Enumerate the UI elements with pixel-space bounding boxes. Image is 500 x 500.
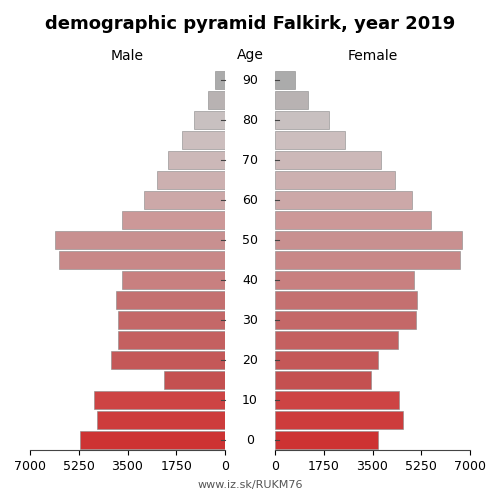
Bar — [60, 251, 225, 269]
Bar — [275, 331, 398, 349]
Bar — [275, 231, 462, 249]
Bar — [275, 71, 294, 89]
Bar — [275, 131, 344, 149]
Bar — [275, 251, 460, 269]
Bar — [275, 371, 371, 389]
Text: 60: 60 — [242, 194, 258, 206]
Bar — [215, 71, 225, 89]
Bar — [118, 331, 225, 349]
Bar — [275, 111, 330, 129]
Bar — [275, 91, 308, 109]
Bar — [94, 391, 225, 409]
Bar — [275, 211, 431, 229]
Bar — [182, 131, 225, 149]
Bar — [122, 271, 225, 289]
Text: 80: 80 — [242, 114, 258, 126]
Bar — [275, 151, 381, 169]
Text: 40: 40 — [242, 274, 258, 286]
Bar — [116, 291, 225, 309]
Bar — [122, 211, 225, 229]
Text: Female: Female — [348, 48, 398, 62]
Bar — [275, 191, 411, 209]
Bar — [275, 391, 399, 409]
Bar — [275, 171, 395, 189]
Bar — [111, 351, 225, 369]
Bar — [157, 171, 225, 189]
Bar — [194, 111, 225, 129]
Bar — [275, 291, 417, 309]
Bar — [97, 411, 225, 429]
Text: Male: Male — [111, 48, 144, 62]
Bar — [275, 271, 414, 289]
Text: 70: 70 — [242, 154, 258, 166]
Text: 90: 90 — [242, 74, 258, 86]
Text: Age: Age — [236, 48, 264, 62]
Bar — [275, 431, 378, 449]
Text: 50: 50 — [242, 234, 258, 246]
Bar — [275, 311, 416, 329]
Text: 10: 10 — [242, 394, 258, 406]
Bar — [168, 151, 225, 169]
Bar — [118, 311, 225, 329]
Bar — [275, 351, 378, 369]
Bar — [55, 231, 225, 249]
Text: 30: 30 — [242, 314, 258, 326]
Text: 0: 0 — [246, 434, 254, 446]
Bar — [144, 191, 225, 209]
Bar — [275, 411, 403, 429]
Bar — [80, 431, 225, 449]
Text: www.iz.sk/RUKM76: www.iz.sk/RUKM76 — [197, 480, 303, 490]
Text: demographic pyramid Falkirk, year 2019: demographic pyramid Falkirk, year 2019 — [45, 15, 455, 33]
Bar — [164, 371, 225, 389]
Bar — [208, 91, 225, 109]
Text: 20: 20 — [242, 354, 258, 366]
